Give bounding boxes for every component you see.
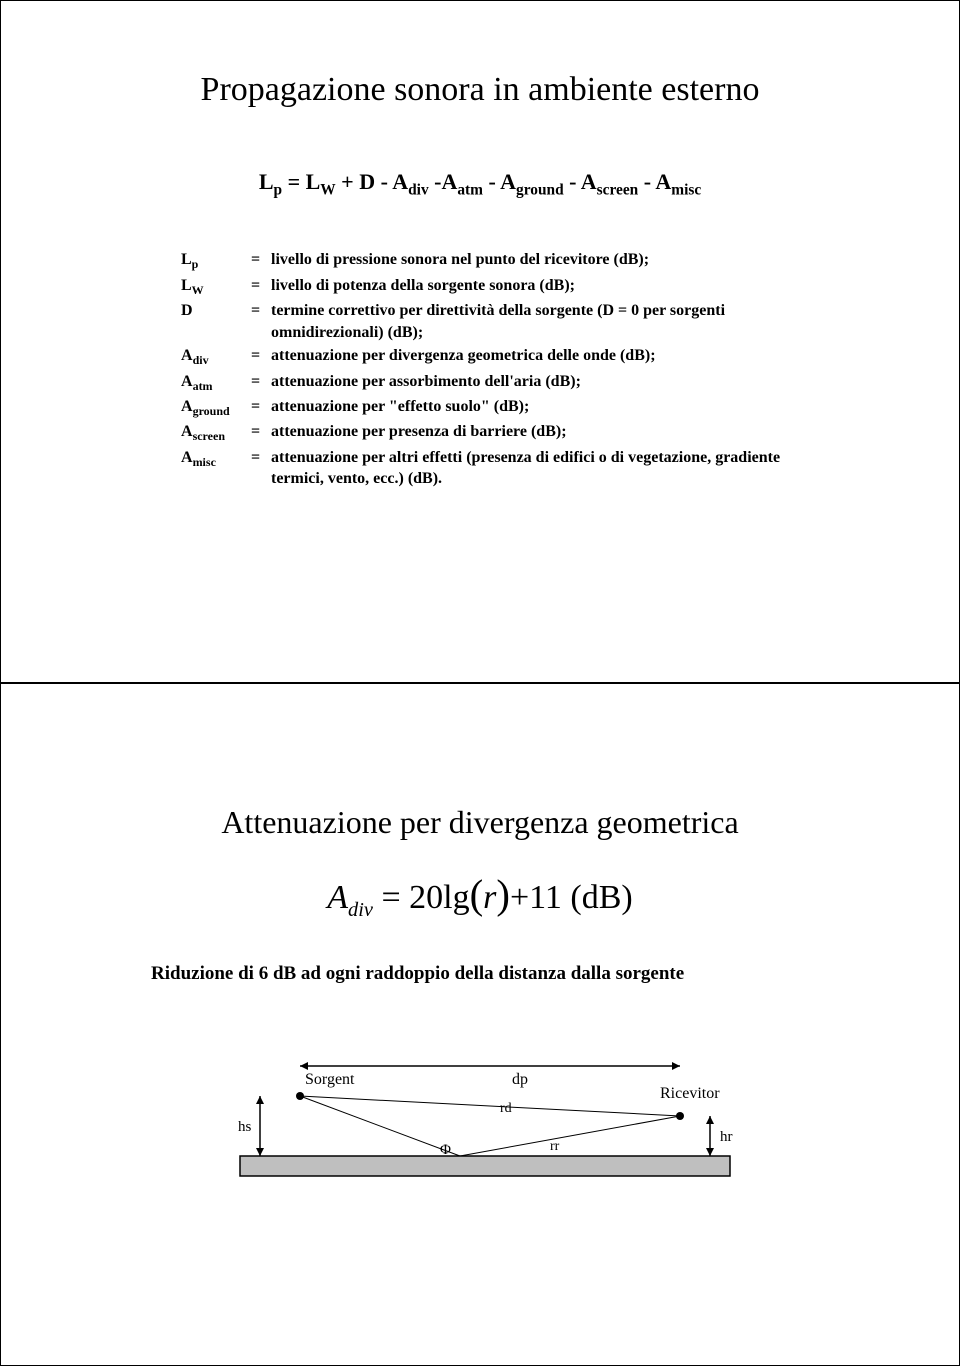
slide2-subtitle: Riduzione di 6 dB ad ogni raddoppio dell… (151, 962, 809, 987)
slide-1: Propagazione sonora in ambiente esterno … (0, 0, 960, 683)
svg-text:rd: rd (500, 1101, 512, 1116)
formula-eq: = 20 (373, 879, 443, 916)
formula-lg: lg (443, 879, 469, 916)
def-equals: = (251, 345, 271, 368)
main-equation: Lp = LW + D - Adiv -Aatm - Aground - Asc… (61, 169, 899, 199)
def-text: attenuazione per altri effetti (presenza… (271, 447, 819, 490)
formula-var: r (483, 879, 496, 916)
lparen: ( (470, 872, 484, 917)
def-text: attenuazione per assorbimento dell'aria … (271, 371, 819, 394)
def-equals: = (251, 396, 271, 419)
def-equals: = (251, 275, 271, 298)
definition-row: Aground=attenuazione per "effetto suolo"… (181, 396, 819, 419)
svg-text:rr: rr (550, 1139, 560, 1154)
definition-row: Amisc=attenuazione per altri effetti (pr… (181, 447, 819, 490)
def-text: livello di pressione sonora nel punto de… (271, 249, 819, 272)
def-symbol: Ascreen (181, 421, 251, 444)
svg-text:dp: dp (512, 1071, 528, 1088)
adiv-formula: Adiv = 20lg(r)+11 (dB) (61, 871, 899, 922)
formula-tail: +11 (dB) (510, 879, 633, 916)
def-symbol: Amisc (181, 447, 251, 490)
def-text: livello di potenza della sorgente sonora… (271, 275, 819, 298)
formula-lhs: A (327, 879, 348, 916)
definition-row: Adiv=attenuazione per divergenza geometr… (181, 345, 819, 368)
def-equals: = (251, 300, 271, 343)
formula-sub: div (348, 899, 373, 921)
def-equals: = (251, 249, 271, 272)
def-text: attenuazione per presenza di barriere (d… (271, 421, 819, 444)
def-equals: = (251, 421, 271, 444)
def-symbol: D (181, 300, 251, 343)
rparen: ) (496, 872, 510, 917)
definitions-list: Lp=livello di pressione sonora nel punto… (181, 249, 819, 490)
def-symbol: Aatm (181, 371, 251, 394)
def-equals: = (251, 371, 271, 394)
svg-text:hr: hr (720, 1129, 733, 1145)
propagation-diagram: dp Sorgent Ricevitor rd rr Φhs hr (200, 1026, 760, 1196)
svg-text:Sorgent: Sorgent (305, 1071, 355, 1088)
svg-text:Ricevitor: Ricevitor (660, 1085, 720, 1102)
slide2-title: Attenuazione per divergenza geometrica (61, 804, 899, 841)
definition-row: Lp=livello di pressione sonora nel punto… (181, 249, 819, 272)
definition-row: Aatm=attenuazione per assorbimento dell'… (181, 371, 819, 394)
def-text: termine correttivo per direttività della… (271, 300, 819, 343)
def-symbol: Aground (181, 396, 251, 419)
diagram-container: dp Sorgent Ricevitor rd rr Φhs hr (61, 1026, 899, 1196)
def-symbol: LW (181, 275, 251, 298)
def-text: attenuazione per divergenza geometrica d… (271, 345, 819, 368)
slide1-title: Propagazione sonora in ambiente esterno (61, 71, 899, 109)
svg-text:Φ: Φ (440, 1142, 451, 1158)
slide-2: Attenuazione per divergenza geometrica A… (0, 683, 960, 1366)
def-text: attenuazione per "effetto suolo" (dB); (271, 396, 819, 419)
definition-row: LW=livello di potenza della sorgente son… (181, 275, 819, 298)
definition-row: D=termine correttivo per direttività del… (181, 300, 819, 343)
def-symbol: Lp (181, 249, 251, 272)
svg-text:hs: hs (238, 1119, 252, 1135)
definition-row: Ascreen=attenuazione per presenza di bar… (181, 421, 819, 444)
def-symbol: Adiv (181, 345, 251, 368)
def-equals: = (251, 447, 271, 490)
